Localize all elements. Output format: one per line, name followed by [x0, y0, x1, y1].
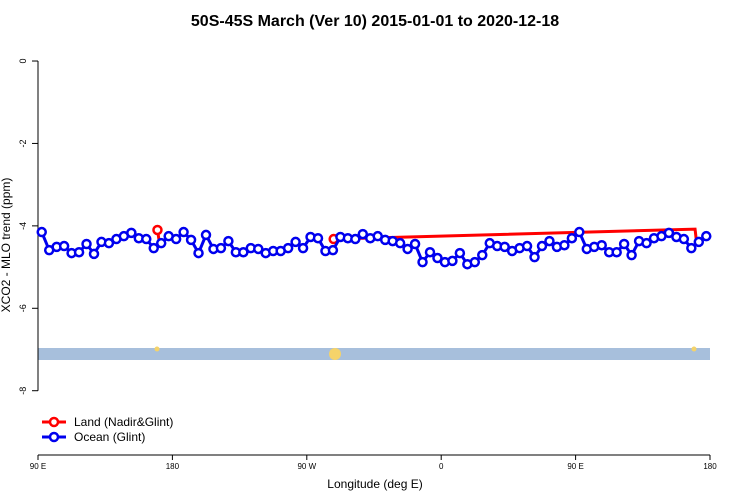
data-point	[103, 237, 115, 249]
data-point	[88, 248, 100, 260]
data-point	[521, 240, 533, 252]
data-point	[469, 256, 481, 268]
data-point	[447, 255, 458, 267]
data-point	[282, 242, 294, 254]
data-point	[693, 236, 705, 248]
data-point	[170, 233, 182, 245]
data-point	[193, 247, 204, 259]
y-tick-label: -6	[18, 304, 28, 312]
data-point	[454, 247, 466, 259]
data-point	[155, 237, 167, 249]
y-tick-label: 0	[18, 59, 28, 64]
data-point	[663, 227, 675, 239]
y-tick-label: -4	[18, 222, 28, 230]
data-point	[223, 235, 234, 247]
data-point	[200, 229, 212, 241]
data-point	[626, 249, 637, 261]
data-point	[238, 246, 249, 258]
data-point	[141, 233, 152, 245]
data-point	[152, 224, 163, 236]
data-point	[596, 239, 607, 251]
band-marker	[154, 346, 160, 352]
data-point	[126, 227, 137, 239]
data-point	[36, 226, 47, 238]
data-point	[357, 228, 369, 240]
data-point	[185, 234, 197, 246]
data-point	[417, 256, 428, 268]
x-axis-label: Longitude (deg E)	[327, 477, 422, 491]
data-point	[641, 237, 652, 249]
data-point	[81, 238, 92, 250]
data-point	[424, 246, 436, 258]
data-point	[290, 236, 301, 248]
x-tick-label: 90 W	[297, 462, 316, 471]
plot-area: 0 -2 -4 -6 -8 90 E 180 90 W 0 90 E 180 Land (Nadir&…	[18, 59, 717, 471]
data-point	[178, 226, 189, 238]
data-point	[559, 239, 570, 251]
data-point	[253, 243, 264, 255]
x-tick-label: 90 E	[30, 462, 46, 471]
x-tick-label: 0	[439, 462, 444, 471]
data-point	[215, 242, 227, 254]
data-point	[701, 230, 712, 242]
data-point	[73, 246, 85, 258]
x-tick-label: 90 E	[567, 462, 583, 471]
band-marker	[691, 346, 697, 352]
data-point	[686, 242, 697, 254]
band-marker	[329, 348, 341, 360]
data-point	[611, 246, 622, 258]
series-line	[155, 227, 699, 245]
data-point	[327, 244, 339, 256]
y-axis-label: XCO2 - MLO trend (ppm)	[0, 178, 13, 313]
data-point	[402, 243, 413, 255]
data-point	[536, 240, 548, 252]
data-point	[529, 251, 540, 263]
x-tick-label: 180	[703, 462, 717, 471]
data-point	[566, 232, 578, 244]
y-tick-label: -8	[18, 387, 28, 395]
data-band	[38, 348, 710, 360]
data-point	[432, 252, 443, 264]
data-point	[350, 233, 361, 245]
legend-marker	[48, 431, 60, 443]
data-point	[394, 237, 406, 249]
data-point	[574, 226, 585, 238]
legend-label: Ocean (Glint)	[74, 430, 145, 444]
data-point	[312, 232, 324, 244]
data-point	[58, 240, 70, 252]
legend-marker	[48, 416, 60, 428]
data-point	[477, 249, 488, 261]
chart-title: 50S-45S March (Ver 10) 2015-01-01 to 202…	[191, 13, 559, 30]
legend-label: Land (Nadir&Glint)	[74, 415, 173, 429]
data-point	[409, 238, 421, 250]
y-tick-label: -2	[18, 139, 28, 147]
data-point	[618, 238, 630, 250]
data-point	[678, 233, 690, 245]
data-point	[499, 241, 510, 253]
data-point	[544, 235, 555, 247]
x-tick-label: 180	[166, 462, 180, 471]
data-point	[297, 242, 309, 254]
data-point	[148, 242, 159, 254]
